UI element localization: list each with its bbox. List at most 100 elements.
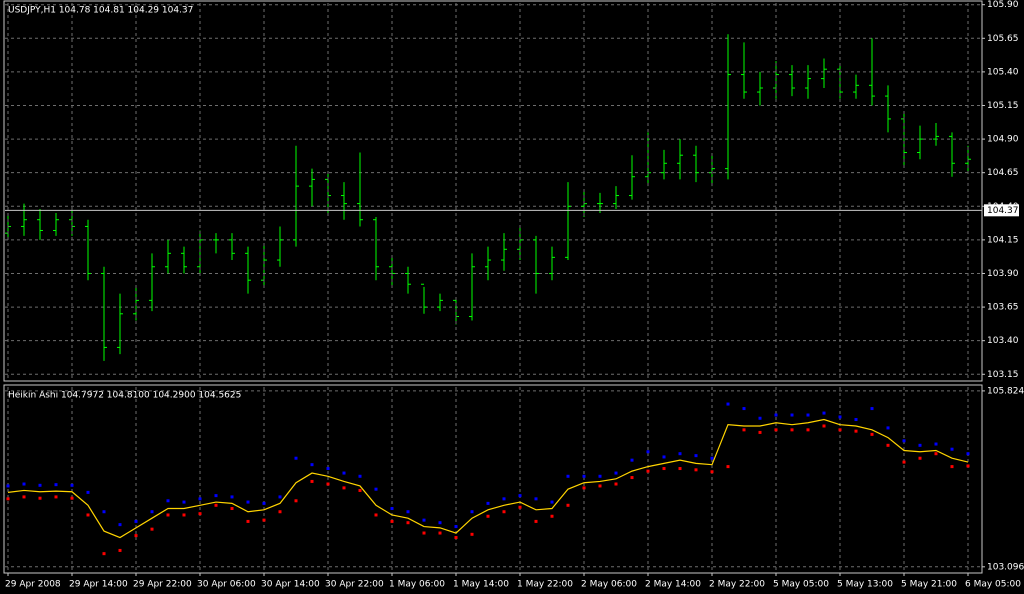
- current-price-label: 104.37: [987, 206, 1019, 216]
- ha-dot: [550, 514, 554, 518]
- ha-dot: [934, 452, 938, 456]
- ha-dot: [646, 450, 650, 454]
- ha-dot: [134, 534, 138, 538]
- x-tick-label: 5 May 21:00: [901, 580, 957, 590]
- y-tick-label: 104.65: [987, 168, 1019, 178]
- x-tick-label: 29 Apr 22:00: [133, 580, 192, 590]
- x-tick-label: 1 May 06:00: [389, 580, 445, 590]
- ha-dot: [486, 514, 490, 518]
- ha-dot: [950, 447, 954, 451]
- ha-dot: [70, 496, 74, 500]
- price-header: USDJPY,H1 104.78 104.81 104.29 104.37: [8, 6, 193, 16]
- ha-dot: [54, 495, 58, 499]
- x-tick-label: 5 May 05:00: [773, 580, 829, 590]
- ha-dot: [278, 495, 282, 499]
- y-tick-label: 103.65: [987, 303, 1019, 313]
- ha-dot: [838, 428, 842, 432]
- ha-dot: [758, 416, 762, 420]
- ha-dot: [118, 523, 122, 527]
- ha-dot: [598, 474, 602, 478]
- x-tick-label: 5 May 13:00: [837, 580, 893, 590]
- ha-dot: [582, 486, 586, 490]
- ha-dot: [870, 407, 874, 411]
- ha-dot: [934, 442, 938, 446]
- ha-dot: [342, 471, 346, 475]
- ha-dot: [918, 443, 922, 447]
- ha-dot: [470, 510, 474, 514]
- y-tick-label: 105.65: [987, 34, 1019, 44]
- ha-dot: [854, 429, 858, 433]
- ha-dot: [710, 470, 714, 474]
- ha-dot: [870, 432, 874, 436]
- ha-dot: [742, 407, 746, 411]
- ha-dot: [902, 439, 906, 443]
- ha-dot: [294, 499, 298, 503]
- ha-dot: [838, 415, 842, 419]
- ha-dot: [374, 513, 378, 517]
- x-tick-label: 6 May 05:00: [965, 580, 1021, 590]
- ha-dot: [502, 497, 506, 501]
- ha-dot: [950, 465, 954, 469]
- ha-dot: [822, 424, 826, 428]
- ha-dot: [566, 503, 570, 507]
- ha-dot: [262, 518, 266, 522]
- x-tick-label: 2 May 06:00: [581, 580, 637, 590]
- x-tick-label: 1 May 22:00: [517, 580, 573, 590]
- ha-dot: [774, 428, 778, 432]
- ha-dot: [6, 497, 10, 501]
- y-tick-label: 104.15: [987, 235, 1019, 245]
- ha-dot: [390, 519, 394, 523]
- ha-dot: [518, 505, 522, 509]
- x-tick-label: 30 Apr 22:00: [325, 580, 384, 590]
- ha-dot: [406, 521, 410, 525]
- ha-dot: [678, 452, 682, 456]
- x-tick-label: 2 May 14:00: [645, 580, 701, 590]
- ha-dot: [438, 521, 442, 525]
- x-tick-label: 29 Apr 14:00: [69, 580, 128, 590]
- y-tick-label: 105.90: [987, 0, 1019, 10]
- ha-dot: [214, 503, 218, 507]
- ha-dot: [742, 428, 746, 432]
- ha-dot: [454, 536, 458, 540]
- ha-dot: [598, 484, 602, 488]
- ha-dot: [454, 525, 458, 529]
- ha-dot: [806, 413, 810, 417]
- ha-dot: [342, 486, 346, 490]
- ha-dot: [198, 497, 202, 501]
- ha-dot: [150, 510, 154, 514]
- ha-dot: [694, 454, 698, 458]
- ha-dot: [182, 513, 186, 517]
- ha-dot: [38, 496, 42, 500]
- y-tick-label: 103.40: [987, 336, 1019, 346]
- indicator-frame: [3, 384, 983, 574]
- ha-dot: [422, 531, 426, 535]
- x-tick-label: 1 May 14:00: [453, 580, 509, 590]
- ha-dot: [646, 469, 650, 473]
- y-tick-label: 103.90: [987, 269, 1019, 279]
- ha-dot: [406, 510, 410, 514]
- ha-dot: [678, 467, 682, 471]
- ha-dot: [86, 513, 90, 517]
- ha-dot: [22, 482, 26, 486]
- ha-dot: [326, 482, 330, 486]
- ha-dot: [22, 495, 26, 499]
- ha-dot: [630, 458, 634, 462]
- ha-dot: [102, 552, 106, 556]
- ha-dot: [358, 474, 362, 478]
- ha-dot: [102, 510, 106, 514]
- ha-dot: [918, 456, 922, 460]
- ha-dot: [422, 518, 426, 522]
- ha-dot: [694, 468, 698, 472]
- ha-dot: [614, 471, 618, 475]
- ha-dot: [246, 500, 250, 504]
- ha-dot: [534, 497, 538, 501]
- ha-dot: [966, 452, 970, 456]
- ha-dot: [278, 510, 282, 514]
- ha-dot: [134, 519, 138, 523]
- y-tick-label: 105.40: [987, 67, 1019, 77]
- ha-dot: [182, 500, 186, 504]
- x-tick-label: 30 Apr 14:00: [261, 580, 320, 590]
- ha-dot: [166, 513, 170, 517]
- ha-dot: [886, 426, 890, 430]
- ha-dot: [534, 519, 538, 523]
